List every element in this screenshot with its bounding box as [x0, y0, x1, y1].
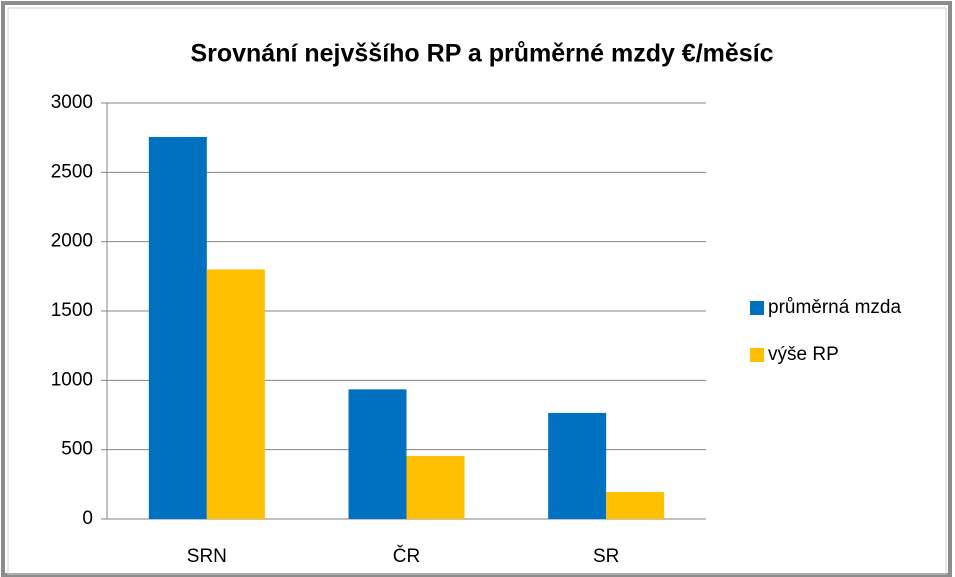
bar	[206, 269, 265, 519]
chart-title: Srovnání nejvššího RP a průměrné mzdy €/…	[190, 40, 773, 68]
bar	[148, 136, 207, 519]
x-tick-label: ČR	[393, 545, 420, 567]
y-tick-label: 500	[61, 439, 93, 460]
y-tick-label: 1500	[51, 300, 93, 321]
y-tick-label: 2500	[51, 161, 93, 182]
bar	[606, 491, 665, 519]
bar	[406, 455, 465, 519]
bar	[548, 412, 607, 519]
bar	[348, 389, 407, 519]
legend-label: průměrná mzda	[768, 297, 901, 318]
legend-swatch	[750, 301, 764, 315]
legend-swatch	[750, 348, 764, 362]
y-tick-label: 3000	[51, 92, 93, 113]
legend-label: výše RP	[768, 344, 839, 365]
y-tick-label: 1000	[51, 369, 93, 390]
x-tick-label: SR	[593, 546, 619, 567]
y-tick-label: 0	[82, 508, 93, 529]
chart-frame-inner	[7, 7, 947, 575]
y-tick-label: 2000	[51, 231, 93, 252]
x-tick-label: SRN	[187, 546, 227, 567]
